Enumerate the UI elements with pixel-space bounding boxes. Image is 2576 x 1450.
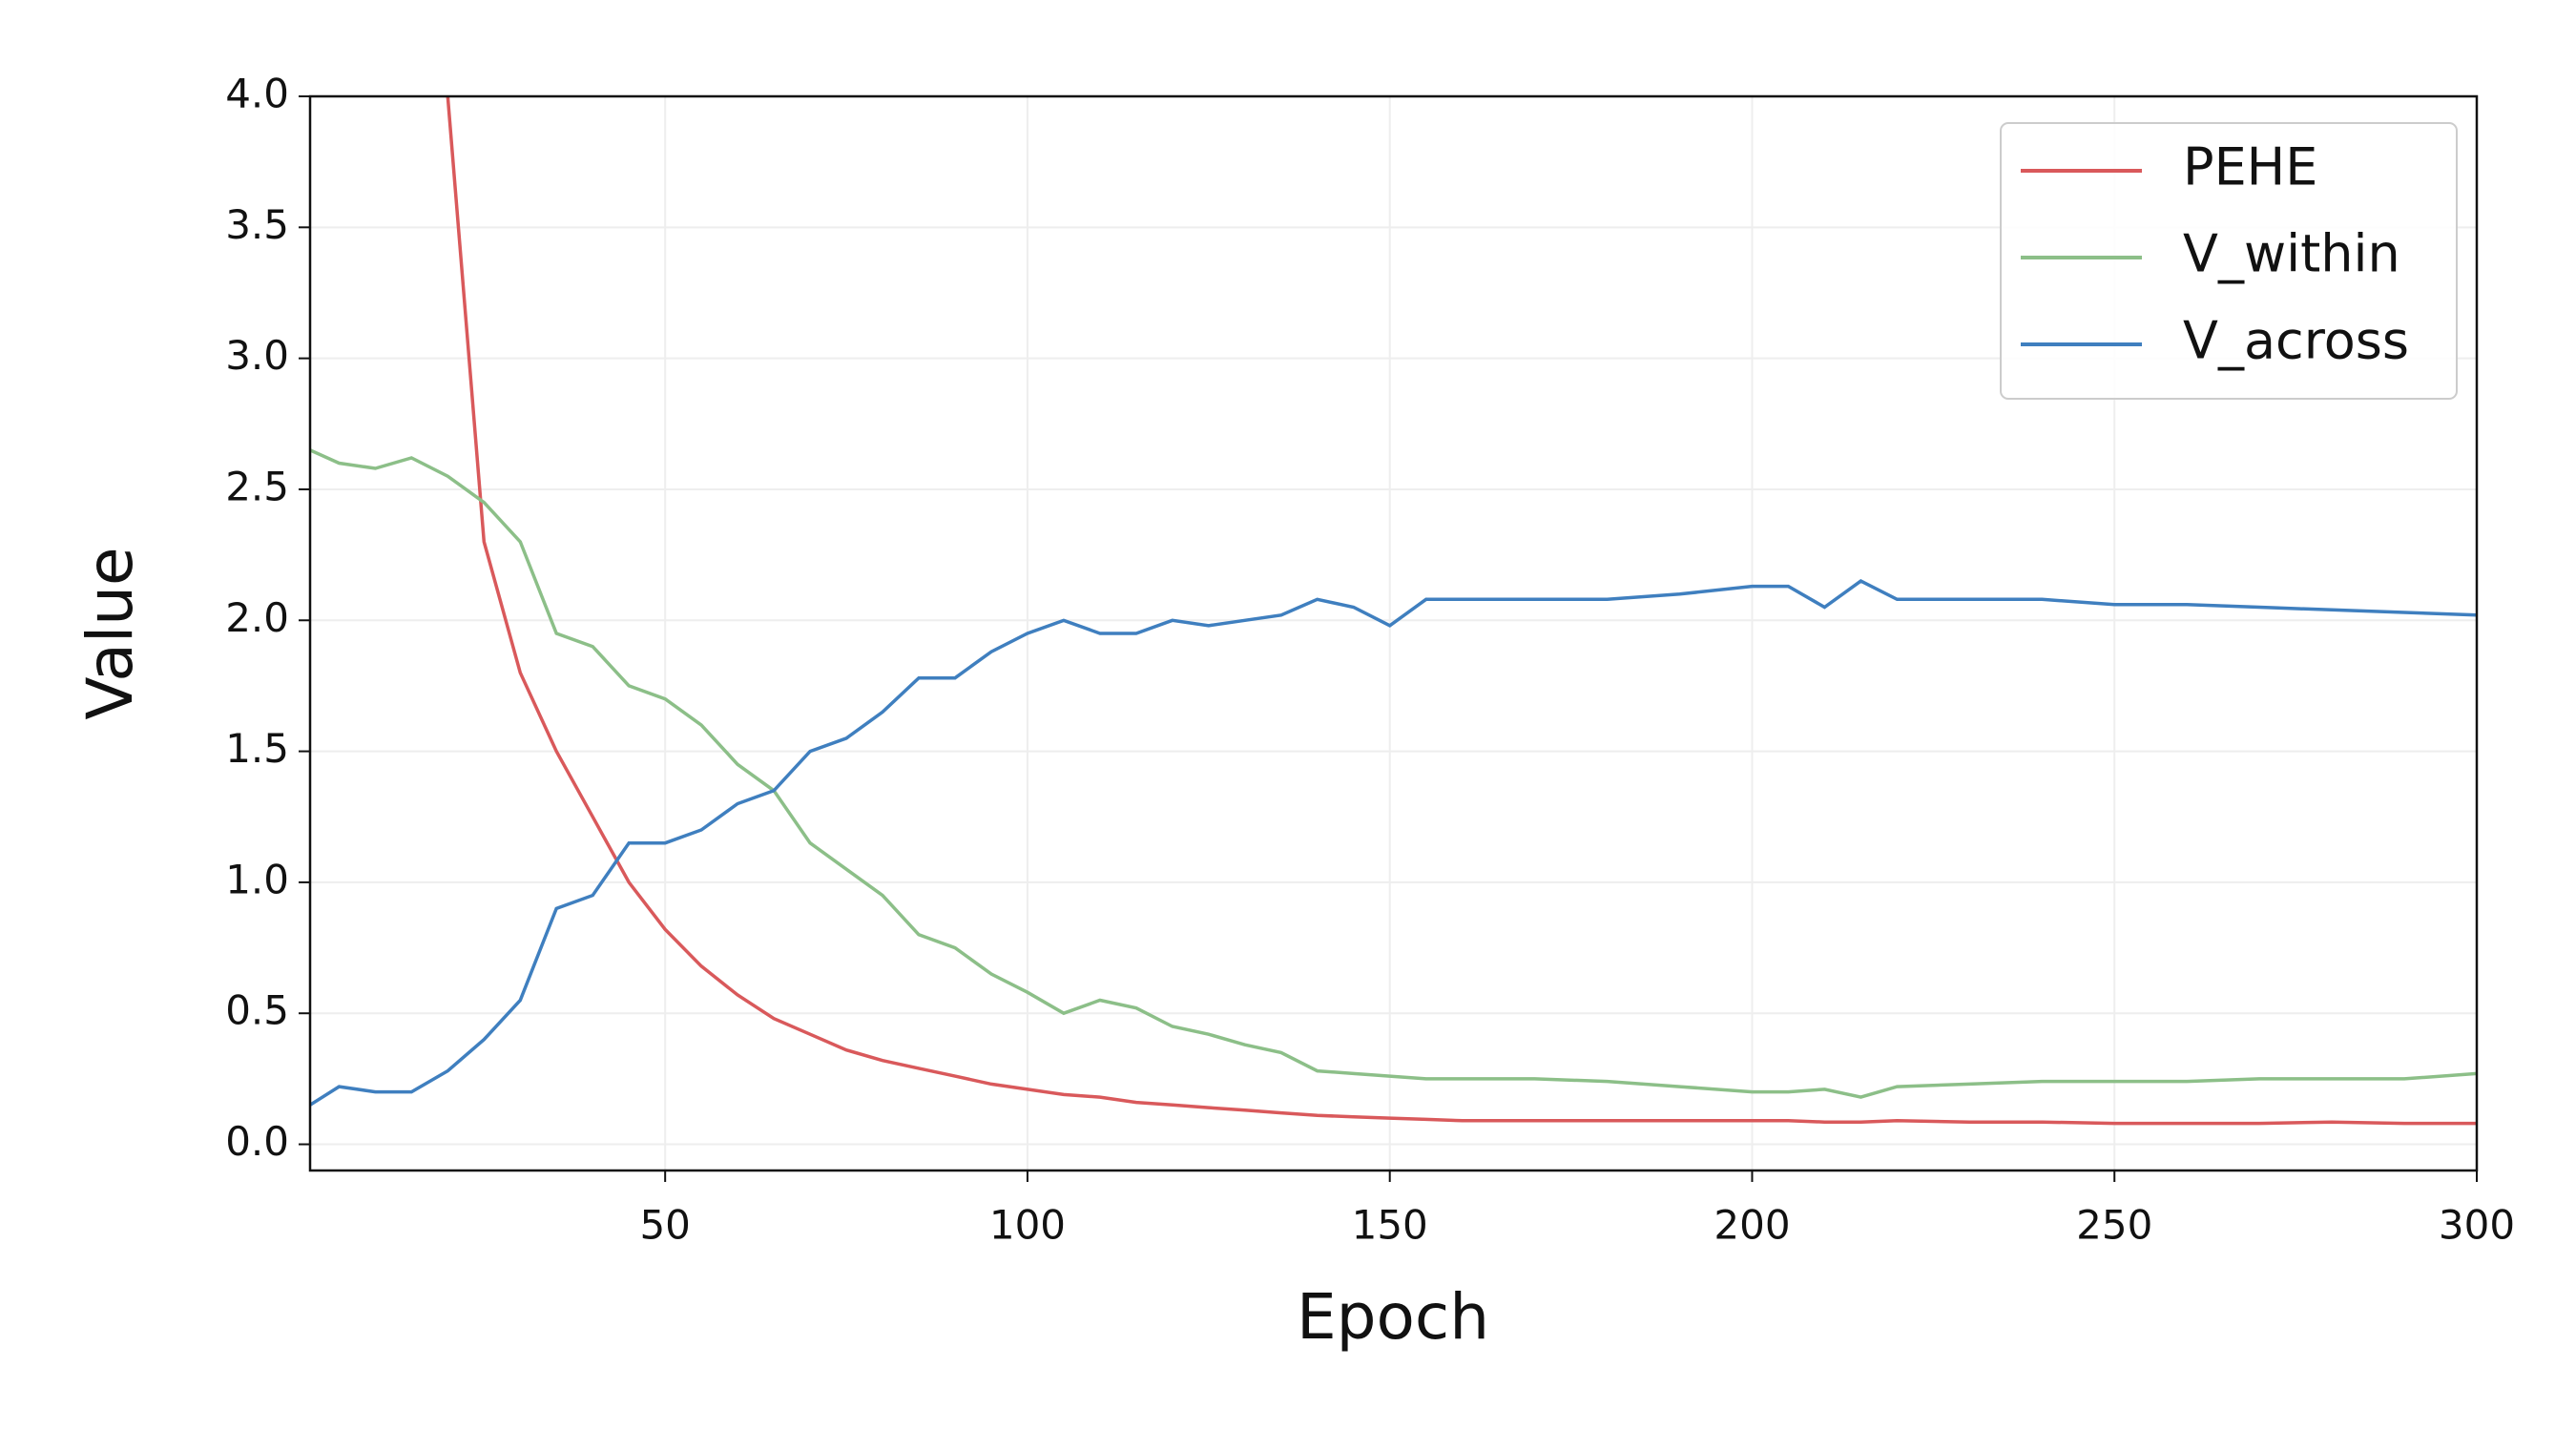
- legend-box: [2000, 122, 2458, 400]
- y-tick-label: 1.0: [225, 856, 289, 902]
- legend-label: V_within: [2183, 224, 2400, 284]
- legend-label: PEHE: [2183, 137, 2317, 197]
- y-tick-label: 3.0: [225, 332, 289, 379]
- y-tick-label: 2.5: [225, 463, 289, 509]
- y-tick-label: 1.5: [225, 725, 289, 772]
- series-line: [310, 448, 2477, 1099]
- y-tick-label: 3.5: [225, 201, 289, 248]
- x-tick-label: 50: [639, 1202, 690, 1249]
- x-tick-label: 150: [1352, 1202, 1428, 1249]
- y-axis-label: Value: [73, 547, 147, 719]
- y-tick-label: 2.0: [225, 594, 289, 641]
- y-tick-label: 4.0: [225, 71, 289, 117]
- legend-label: V_across: [2183, 311, 2409, 371]
- x-axis-label: Epoch: [1297, 1280, 1489, 1354]
- plot-frame: [308, 94, 2479, 1172]
- y-tick-label: 0.0: [225, 1118, 289, 1165]
- x-tick-label: 250: [2076, 1202, 2152, 1249]
- x-tick-label: 200: [1714, 1202, 1790, 1249]
- y-tick-label: 0.5: [225, 987, 289, 1034]
- series-line: [446, 96, 2477, 1126]
- x-tick-label: 300: [2439, 1202, 2515, 1249]
- series-line: [310, 579, 2477, 1107]
- x-tick-label: 100: [989, 1202, 1066, 1249]
